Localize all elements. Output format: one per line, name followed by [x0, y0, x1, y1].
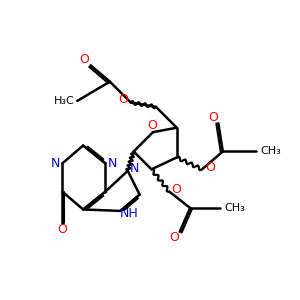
Text: O: O: [169, 231, 179, 244]
Text: NH: NH: [120, 207, 139, 220]
Text: N: N: [130, 162, 139, 175]
Text: N: N: [107, 157, 117, 170]
Text: O: O: [57, 223, 67, 236]
Text: O: O: [147, 118, 157, 131]
Text: H₃C: H₃C: [53, 96, 74, 106]
Text: O: O: [208, 111, 218, 124]
Text: O: O: [172, 183, 182, 196]
Text: O: O: [80, 53, 89, 66]
Text: O: O: [118, 93, 128, 106]
Text: CH₃: CH₃: [224, 203, 245, 213]
Text: O: O: [205, 161, 215, 174]
Text: N: N: [51, 157, 61, 170]
Text: CH₃: CH₃: [260, 146, 281, 157]
